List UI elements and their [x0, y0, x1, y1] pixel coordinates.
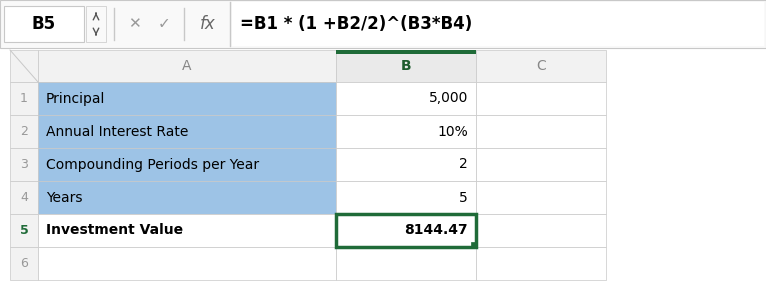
- Bar: [38, 247, 336, 280]
- Bar: [476, 82, 606, 115]
- Text: 5: 5: [20, 224, 28, 237]
- Text: 5: 5: [460, 190, 468, 204]
- Bar: [336, 148, 476, 181]
- Text: Investment Value: Investment Value: [46, 224, 183, 238]
- Bar: [0, 0, 766, 48]
- Text: Compounding Periods per Year: Compounding Periods per Year: [46, 158, 259, 172]
- Bar: [336, 181, 476, 214]
- Text: 2: 2: [460, 158, 468, 172]
- Bar: [336, 247, 476, 280]
- Bar: [232, 2, 764, 46]
- Bar: [476, 181, 606, 214]
- Text: B: B: [401, 59, 411, 73]
- Bar: [38, 50, 336, 82]
- Text: C: C: [536, 59, 546, 73]
- Bar: [476, 214, 606, 247]
- Text: A: A: [182, 59, 192, 73]
- Bar: [10, 214, 38, 247]
- Bar: [476, 50, 606, 82]
- Bar: [336, 50, 476, 54]
- Bar: [38, 115, 336, 148]
- Bar: [10, 247, 38, 280]
- Bar: [476, 115, 606, 148]
- Text: B5: B5: [32, 15, 56, 33]
- Text: 2: 2: [20, 125, 28, 138]
- Bar: [10, 115, 38, 148]
- Text: 5,000: 5,000: [429, 91, 468, 105]
- Bar: [10, 50, 38, 82]
- Bar: [10, 181, 38, 214]
- Text: 6: 6: [20, 257, 28, 270]
- Bar: [336, 82, 476, 115]
- Text: ✕: ✕: [128, 16, 140, 32]
- Bar: [38, 82, 336, 115]
- Text: =B1 * (1 +B2/2)^(B3*B4): =B1 * (1 +B2/2)^(B3*B4): [240, 15, 473, 33]
- Bar: [471, 242, 477, 248]
- Bar: [86, 6, 106, 42]
- Bar: [10, 148, 38, 181]
- Bar: [476, 247, 606, 280]
- Bar: [336, 50, 476, 82]
- Text: Principal: Principal: [46, 91, 106, 105]
- Bar: [10, 82, 38, 115]
- Text: 4: 4: [20, 191, 28, 204]
- Text: 8144.47: 8144.47: [404, 224, 468, 238]
- Text: fx: fx: [200, 15, 216, 33]
- Text: Years: Years: [46, 190, 83, 204]
- Bar: [4, 6, 84, 42]
- Text: Annual Interest Rate: Annual Interest Rate: [46, 125, 188, 139]
- Bar: [336, 115, 476, 148]
- Bar: [476, 148, 606, 181]
- Text: ✓: ✓: [158, 16, 170, 32]
- Text: 1: 1: [20, 92, 28, 105]
- Bar: [38, 181, 336, 214]
- Bar: [38, 214, 336, 247]
- Bar: [38, 148, 336, 181]
- Bar: [336, 214, 476, 247]
- Text: 3: 3: [20, 158, 28, 171]
- Text: 10%: 10%: [437, 125, 468, 139]
